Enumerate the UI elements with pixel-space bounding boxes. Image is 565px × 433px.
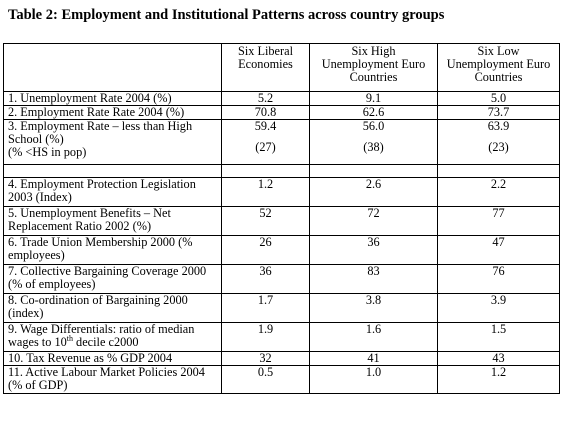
table-row: 5. Unemployment Benefits – Net Replaceme…	[3, 206, 560, 236]
cell-sub-value: (23)	[488, 140, 509, 154]
table-row: 1. Unemployment Rate 2004 (%) 5.2 9.1 5.…	[3, 91, 560, 106]
row-label: 3. Employment Rate – less than High Scho…	[3, 119, 222, 165]
cell-value: 1.2	[221, 177, 310, 207]
table-row: 11. Active Labour Market Policies 2004 (…	[3, 365, 560, 394]
cell-value: 63.9 (23)	[437, 119, 560, 165]
cell-value: 73.7	[437, 105, 560, 120]
cell-value: 1.7	[221, 293, 310, 323]
cell-value: 1.9	[221, 322, 310, 352]
cell-value: 32	[221, 351, 310, 366]
cell-main-value: 59.4	[254, 119, 277, 133]
row-label: 2. Employment Rate Rate 2004 (%)	[3, 105, 222, 120]
cell-value: 43	[437, 351, 560, 366]
row-label: 6. Trade Union Membership 2000 (% employ…	[3, 235, 222, 265]
spacer-row	[3, 164, 560, 178]
cell-value: 5.2	[221, 91, 310, 106]
spacer-cell	[437, 164, 560, 178]
cell-value: 52	[221, 206, 310, 236]
cell-value: 47	[437, 235, 560, 265]
cell-value: 83	[309, 264, 438, 294]
cell-value: 5.0	[437, 91, 560, 106]
row-label: 8. Co-ordination of Bargaining 2000 (ind…	[3, 293, 222, 323]
header-row: Six Liberal Economies Six High Unemploym…	[3, 43, 560, 92]
table-row: 4. Employment Protection Legislation 200…	[3, 177, 560, 207]
spacer-cell	[309, 164, 438, 178]
cell-value: 1.5	[437, 322, 560, 352]
row-label-part: decile c2000	[72, 335, 139, 349]
cell-value: 72	[309, 206, 438, 236]
row-label: 1. Unemployment Rate 2004 (%)	[3, 91, 222, 106]
cell-value: 36	[221, 264, 310, 294]
table-row: 6. Trade Union Membership 2000 (% employ…	[3, 235, 560, 265]
cell-value: 77	[437, 206, 560, 236]
cell-value: 59.4 (27)	[221, 119, 310, 165]
column-header: Six High Unemployment Euro Countries	[309, 43, 438, 92]
table-row: 2. Employment Rate Rate 2004 (%) 70.8 62…	[3, 105, 560, 120]
cell-value: 76	[437, 264, 560, 294]
spacer-cell	[3, 164, 222, 178]
row-label: 10. Tax Revenue as % GDP 2004	[3, 351, 222, 366]
cell-sub-value: (38)	[363, 140, 384, 154]
cell-value: 36	[309, 235, 438, 265]
cell-value: 1.0	[309, 365, 438, 394]
row-label: 9. Wage Differentials: ratio of median w…	[3, 322, 222, 352]
row-label: 4. Employment Protection Legislation 200…	[3, 177, 222, 207]
cell-value: 62.6	[309, 105, 438, 120]
spacer-cell	[221, 164, 310, 178]
table-row: 3. Employment Rate – less than High Scho…	[3, 119, 560, 165]
cell-value: 41	[309, 351, 438, 366]
table-row: 7. Collective Bargaining Coverage 2000 (…	[3, 264, 560, 294]
cell-value: 56.0 (38)	[309, 119, 438, 165]
column-header: Six Low Unemployment Euro Countries	[437, 43, 560, 92]
table-row: 10. Tax Revenue as % GDP 2004 32 41 43	[3, 351, 560, 366]
cell-value: 3.8	[309, 293, 438, 323]
row-label-main: 3. Employment Rate – less than High Scho…	[8, 119, 193, 146]
cell-sub-value: (27)	[255, 140, 276, 154]
row-label-part: 9. Wage Differentials: ratio of median w…	[8, 322, 195, 349]
cell-value: 0.5	[221, 365, 310, 394]
cell-value: 1.6	[309, 322, 438, 352]
cell-value: 3.9	[437, 293, 560, 323]
cell-main-value: 63.9	[487, 119, 510, 133]
row-sublabel: (% <HS in pop)	[8, 145, 87, 159]
cell-value: 2.2	[437, 177, 560, 207]
cell-value: 2.6	[309, 177, 438, 207]
cell-value: 1.2	[437, 365, 560, 394]
cell-main-value: 56.0	[362, 119, 385, 133]
cell-value: 70.8	[221, 105, 310, 120]
employment-table: Six Liberal Economies Six High Unemploym…	[3, 43, 560, 394]
cell-value: 26	[221, 235, 310, 265]
column-header: Six Liberal Economies	[221, 43, 310, 92]
cell-value: 9.1	[309, 91, 438, 106]
row-label: 5. Unemployment Benefits – Net Replaceme…	[3, 206, 222, 236]
table-row: 8. Co-ordination of Bargaining 2000 (ind…	[3, 293, 560, 323]
superscript: th	[66, 334, 73, 343]
row-label: 11. Active Labour Market Policies 2004 (…	[3, 365, 222, 394]
header-empty-cell	[3, 43, 222, 92]
table-row: 9. Wage Differentials: ratio of median w…	[3, 322, 560, 352]
table-title: Table 2: Employment and Institutional Pa…	[8, 7, 445, 23]
row-label: 7. Collective Bargaining Coverage 2000 (…	[3, 264, 222, 294]
